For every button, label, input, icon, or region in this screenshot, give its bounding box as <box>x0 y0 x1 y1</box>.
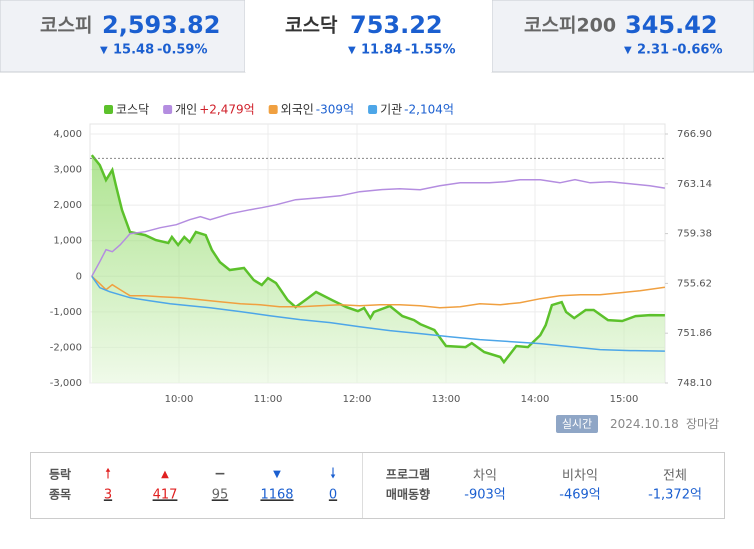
program-header: 차익 <box>473 469 497 484</box>
breadth-count[interactable]: 0 <box>329 488 337 503</box>
line <box>91 275 666 309</box>
program-value: -469억 <box>559 488 600 503</box>
legend-value: +2,479억 <box>199 103 254 117</box>
tab-rate: -1.55% <box>405 43 456 58</box>
y-tick-label: 0 <box>76 271 82 282</box>
tab-name: 코스피 <box>40 15 92 37</box>
legend-label: 외국인 <box>281 103 314 117</box>
tab[interactable] <box>0 0 246 73</box>
tab-value: 2,593.82 <box>102 11 220 39</box>
tab-rate: -0.66% <box>672 43 723 58</box>
y-tick-label: 2,000 <box>53 200 82 211</box>
y-tick-label: -3,000 <box>50 378 82 389</box>
x-tick-label: 10:00 <box>165 394 194 405</box>
y2-tick-label: 751.86 <box>677 328 712 339</box>
line <box>91 275 665 352</box>
y-tick-label: -2,000 <box>50 342 82 353</box>
y2-tick-label: 766.90 <box>677 129 712 140</box>
limit-up-icon: 🠕 <box>105 466 111 482</box>
legend-label: 코스닥 <box>116 103 149 117</box>
panel-label: 프로그램 <box>386 467 430 482</box>
line <box>90 154 665 365</box>
tab-name: 코스닥 <box>285 15 338 37</box>
badge <box>556 415 598 433</box>
up-icon: ▲ <box>161 469 169 480</box>
down-icon: ▼ <box>348 45 356 56</box>
legend-label: 개인 <box>175 103 197 117</box>
legend-marker <box>104 105 113 114</box>
breadth-count[interactable]: 95 <box>212 488 229 503</box>
y-tick-label: -1,000 <box>50 307 82 318</box>
legend-value: -309억 <box>316 103 354 117</box>
program-header: 전체 <box>663 469 687 484</box>
x-tick-label: 15:00 <box>610 394 639 405</box>
breadth-count[interactable]: 3 <box>104 488 112 503</box>
tab-value: 753.22 <box>350 11 443 39</box>
market-state: 장마감 <box>686 417 719 431</box>
down-icon: ▼ <box>100 45 108 56</box>
y2-tick-label: 748.10 <box>677 378 712 389</box>
y2-tick-label: 759.38 <box>677 229 712 240</box>
tab-name: 코스피200 <box>524 15 616 37</box>
y-tick-label: 4,000 <box>53 129 82 140</box>
breadth-count[interactable]: 417 <box>153 488 178 503</box>
legend-label: 기관 <box>380 103 402 117</box>
x-tick-label: 11:00 <box>254 394 283 405</box>
legend-marker <box>268 105 278 114</box>
y-tick-label: 3,000 <box>53 165 82 176</box>
panel-label: 종목 <box>49 488 71 502</box>
limit-down-icon: 🠗 <box>330 466 336 482</box>
y2-tick-label: 763.14 <box>677 179 712 190</box>
panel <box>30 452 725 519</box>
program-value: -1,372억 <box>648 488 702 503</box>
legend-marker <box>163 105 173 114</box>
flat-icon: − <box>214 466 226 482</box>
chart: -3,000 -2,000 -1,000 0 1,000 2,000 3,000 4,000 7… <box>50 103 712 406</box>
y-tick-label: 1,000 <box>53 236 82 247</box>
panel-label: 매매동향 <box>386 487 430 502</box>
date: 2024.10.18 <box>610 417 679 431</box>
tab[interactable] <box>491 0 754 73</box>
tab-change: 11.84 <box>361 43 402 58</box>
area <box>91 155 665 383</box>
program-value: -903억 <box>464 488 505 503</box>
breadth-count[interactable]: 1168 <box>260 488 293 503</box>
down-icon: ▼ <box>624 45 632 56</box>
tab-active[interactable] <box>245 0 492 72</box>
legend-marker <box>368 105 378 114</box>
panel-label: 등락 <box>49 468 71 482</box>
y2-tick-label: 755.62 <box>677 278 712 289</box>
tab-value: 345.42 <box>625 11 718 39</box>
x-tick-label: 13:00 <box>432 394 461 405</box>
x-tick-label: 14:00 <box>521 394 550 405</box>
tab-change: 2.31 <box>637 43 669 58</box>
badge-text: 실시간 <box>562 418 592 431</box>
down-icon: ▼ <box>273 469 281 480</box>
x-tick-label: 12:00 <box>343 394 372 405</box>
tab-rate: -0.59% <box>157 43 208 58</box>
legend-value: -2,104억 <box>404 103 454 117</box>
program-header: 비차익 <box>562 469 598 484</box>
line <box>91 178 666 277</box>
tab-change: 15.48 <box>113 43 154 58</box>
